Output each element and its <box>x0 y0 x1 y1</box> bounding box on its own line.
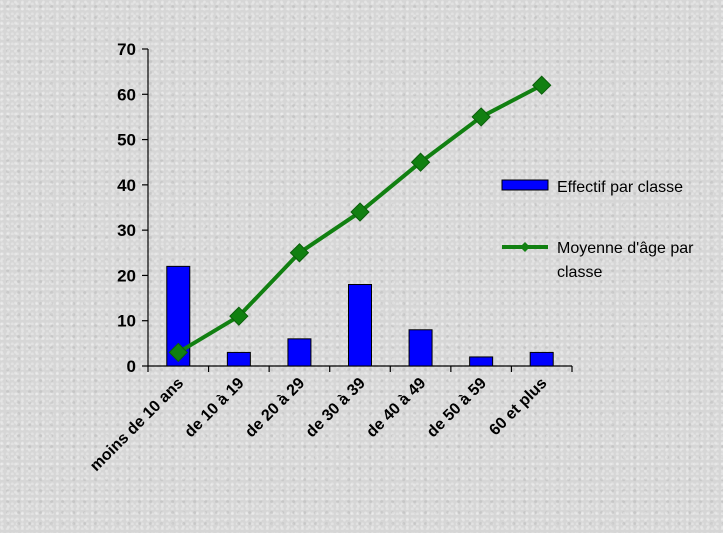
y-tick-label: 30 <box>117 221 136 240</box>
x-tick-label: de 10 à 19 <box>182 375 248 441</box>
x-tick-label: 60 et plus <box>486 375 550 439</box>
y-tick-label: 60 <box>117 85 136 104</box>
y-tick-label: 10 <box>117 312 136 331</box>
y-tick-label: 70 <box>117 40 136 59</box>
x-tick-label: de 30 à 39 <box>303 375 369 441</box>
legend-swatch-bar <box>501 179 549 191</box>
bar <box>348 283 372 367</box>
y-axis: 0 10 20 30 40 50 60 70 <box>117 40 149 376</box>
legend: Effectif par classe Moyenne d'âge par clas… <box>501 179 694 281</box>
y-tick-label: 20 <box>117 266 136 285</box>
bar <box>287 338 312 367</box>
x-tick-label: de 40 à 49 <box>363 375 429 441</box>
bar <box>166 265 191 367</box>
bar <box>529 351 554 367</box>
y-tick-label: 50 <box>117 131 136 150</box>
legend-swatch-marker <box>520 242 530 252</box>
line-point <box>350 202 370 222</box>
line-point <box>532 75 552 95</box>
bar <box>469 356 494 367</box>
line-series <box>168 75 552 363</box>
line-point <box>168 342 188 363</box>
line-point <box>289 243 310 263</box>
x-tick-label: de 50 à 59 <box>424 375 490 441</box>
legend-label-moyenne: Moyenne d'âge par classe <box>557 240 694 281</box>
line-point <box>410 152 431 172</box>
y-tick-label: 0 <box>127 357 136 376</box>
y-tick-group: 0 10 20 30 40 50 60 70 <box>117 40 148 376</box>
x-tick-label: de 20 à 29 <box>242 375 308 441</box>
line-point <box>229 306 249 326</box>
legend-label-effectif: Effectif par classe <box>557 179 683 196</box>
bar <box>226 351 251 367</box>
line-point <box>471 107 491 127</box>
y-tick-label: 40 <box>117 176 136 195</box>
x-tick-label: moins de 10 ans <box>87 375 187 475</box>
bar-series <box>166 265 554 367</box>
bar <box>408 329 433 367</box>
